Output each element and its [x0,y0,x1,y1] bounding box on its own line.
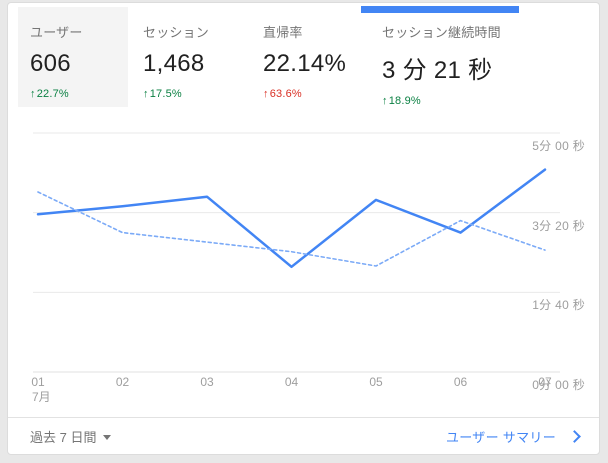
session-duration-line-chart[interactable]: 01 02 03 04 05 06 07 7月 5分 00 秒 3分 20 秒 1分 40 秒 0分 … [8,3,599,454]
metric-value: 22.14% [263,50,347,77]
tab-bounce-rate[interactable]: 直帰率 22.14% ↑63.6% [252,7,356,107]
metric-value: 606 [30,50,71,77]
tab-users[interactable]: ユーザー 606 ↑22.7% [18,7,128,107]
metric-delta: ↑63.6% [263,88,356,100]
up-arrow-icon: ↑ [263,88,269,100]
up-arrow-icon: ↑ [382,95,388,107]
x-axis-label: 05 [369,375,383,389]
date-range-selector[interactable]: 過去 7 日間 [22,423,119,450]
metric-label: セッション [143,25,210,40]
y-axis-label: 0分 00 秒 [532,378,585,392]
x-axis-month-label: 7月 [32,390,51,404]
x-axis-label: 07 [538,375,552,389]
y-axis-label: 1分 40 秒 [532,298,585,313]
metric-delta: ↑18.9% [382,95,519,107]
date-range-label: 過去 7 日間 [30,429,97,445]
x-axis-label: 02 [115,375,130,389]
tab-sessions[interactable]: セッション 1,468 ↑17.5% [132,7,244,107]
delta-value: 18.9% [388,95,421,107]
current-period-line [36,168,547,269]
dropdown-caret-icon [103,434,112,440]
metric-label: ユーザー [30,25,83,40]
up-arrow-icon: ↑ [143,88,149,100]
summary-link-label: ユーザー サマリー [445,429,556,445]
y-axis-label: 3分 20 秒 [532,218,585,233]
up-arrow-icon: ↑ [30,88,36,100]
chart-canvas [33,132,560,373]
metric-delta: ↑22.7% [30,88,128,100]
x-axis-label: 04 [284,375,299,389]
metric-value: 3 分 21 秒 [382,57,493,84]
delta-value: 22.7% [36,88,69,100]
card-footer: 過去 7 日間 ユーザー サマリー [8,417,599,454]
x-axis-label: 06 [453,375,468,389]
x-axis-label: 01 [31,375,45,389]
tab-session-duration[interactable]: セッション継続時間 3 分 21 秒 ↑18.9% [361,6,519,107]
analytics-overview-card: ユーザー 606 ↑22.7% セッション 1,468 ↑17.5% 直帰率 2… [7,2,600,455]
metric-label: セッション継続時間 [382,25,501,40]
metric-value: 1,468 [143,50,205,77]
y-axis-label: 5分 00 秒 [532,139,585,153]
delta-value: 63.6% [269,88,302,100]
delta-value: 17.5% [149,88,182,100]
metric-label: 直帰率 [263,25,303,40]
users-summary-link[interactable]: ユーザー サマリー [445,427,581,446]
x-axis-label: 03 [200,375,214,389]
active-tab-indicator [361,6,519,13]
previous-period-line [37,191,546,267]
metric-delta: ↑17.5% [143,88,244,100]
chevron-right-icon [568,430,581,443]
